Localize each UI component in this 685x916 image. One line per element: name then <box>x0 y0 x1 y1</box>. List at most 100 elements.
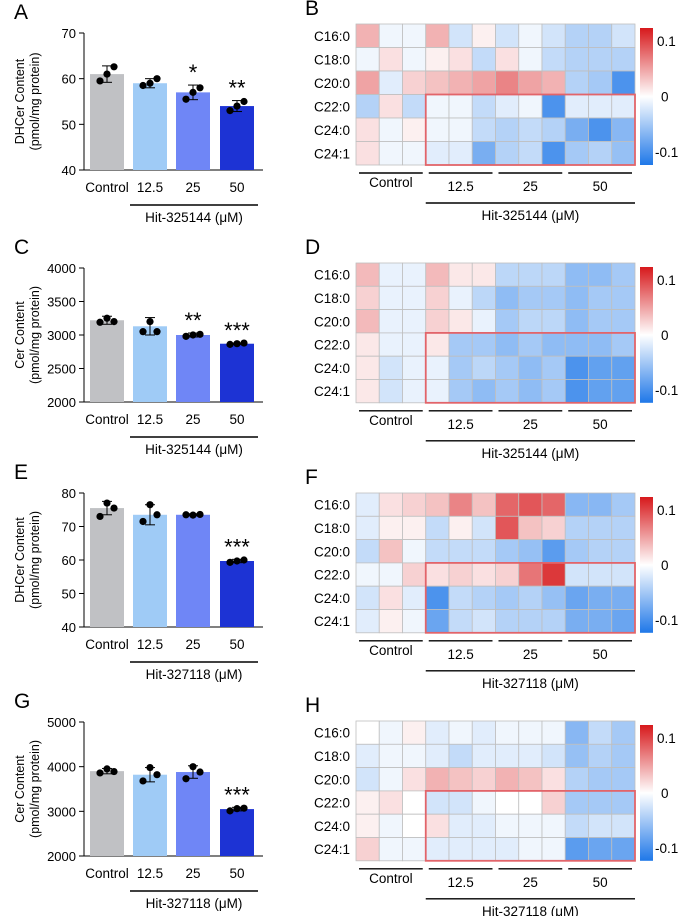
heat-cell <box>564 117 589 142</box>
heat-group-label: 25 <box>523 179 538 194</box>
heat-cell <box>518 285 543 310</box>
heat-cell <box>588 539 613 564</box>
heat-cell <box>402 562 427 587</box>
color-scale-label: 0.1 <box>657 731 676 746</box>
heat-cell <box>355 743 380 768</box>
heat-cell <box>448 23 473 48</box>
heat-cell <box>402 355 427 380</box>
heat-cell <box>378 141 403 166</box>
heat-cell <box>448 743 473 768</box>
heat-cell <box>541 813 566 838</box>
heat-cell <box>518 813 543 838</box>
heat-cell <box>495 379 520 404</box>
heat-cell <box>495 515 520 540</box>
heat-cell <box>518 332 543 357</box>
heat-cell <box>378 117 403 142</box>
heat-cell <box>471 47 496 72</box>
heat-cell <box>588 813 613 838</box>
color-scale-label: -0.1 <box>655 841 678 856</box>
y-axis-label: Cer Content <box>13 755 27 823</box>
y-tick-label: 2000 <box>47 395 76 410</box>
heat-cell <box>448 720 473 745</box>
x-axis-label: Hit-327118 (μM) <box>482 676 579 691</box>
heat-cell <box>541 141 566 166</box>
heat-cell <box>564 309 589 334</box>
heat-cell <box>402 23 427 48</box>
data-point <box>233 340 241 348</box>
heat-cell <box>448 539 473 564</box>
heat-cell <box>471 285 496 310</box>
data-point <box>226 807 234 815</box>
heat-cell <box>541 539 566 564</box>
bar <box>220 809 254 856</box>
data-point <box>103 499 111 507</box>
heat-cell <box>425 813 450 838</box>
x-tick-label: Control <box>85 180 129 195</box>
bar <box>220 561 254 627</box>
heat-cell <box>471 515 496 540</box>
color-scale-label: 0 <box>661 786 669 801</box>
heat-cell <box>425 285 450 310</box>
data-point <box>233 805 241 813</box>
data-point <box>153 75 161 83</box>
data-point <box>240 97 248 106</box>
heat-row-label: C18:0 <box>314 749 350 764</box>
panel-letter-e: E <box>14 461 28 484</box>
panel-letter-h: H <box>305 694 320 717</box>
y-tick-label: 40 <box>62 620 76 635</box>
heat-cell <box>378 767 403 792</box>
heat-cell <box>402 117 427 142</box>
data-point <box>182 95 190 103</box>
heat-cell <box>355 609 380 634</box>
data-point <box>189 331 197 339</box>
heat-cell <box>495 47 520 72</box>
heat-cell <box>471 355 496 380</box>
heat-cell <box>425 309 450 334</box>
data-point <box>146 501 154 509</box>
heat-row-label: C20:0 <box>314 76 350 91</box>
y-axis-label: (pmol/mg protein) <box>28 286 42 384</box>
heat-cell <box>495 492 520 517</box>
heat-cell <box>378 720 403 745</box>
heat-cell <box>448 837 473 862</box>
heat-cell <box>355 720 380 745</box>
data-point <box>139 777 147 785</box>
data-point <box>240 339 248 347</box>
color-scale-bar <box>640 497 653 633</box>
color-scale-label: 0.1 <box>657 503 676 518</box>
heat-row-label: C20:0 <box>314 314 350 329</box>
heat-cell <box>518 23 543 48</box>
y-tick-label: 5000 <box>47 715 76 730</box>
heat-cell <box>378 47 403 72</box>
heat-cell <box>611 743 636 768</box>
heat-row-label: C24:0 <box>314 591 350 606</box>
data-point <box>240 804 248 812</box>
heat-cell <box>425 790 450 815</box>
bar <box>176 514 210 627</box>
bar <box>220 106 254 170</box>
heat-cell <box>611 117 636 142</box>
heat-cell <box>355 492 380 517</box>
data-point <box>240 556 248 564</box>
heat-cell <box>564 379 589 404</box>
x-tick-label: 50 <box>229 637 244 652</box>
heat-row-label: C24:0 <box>314 123 350 138</box>
heat-cell <box>402 743 427 768</box>
heat-cell <box>518 743 543 768</box>
heat-cell <box>471 743 496 768</box>
heat-cell <box>495 94 520 119</box>
x-tick-label: 50 <box>229 866 244 881</box>
heat-cell <box>471 332 496 357</box>
heat-cell <box>425 379 450 404</box>
x-tick-label: Control <box>85 637 129 652</box>
heat-cell <box>564 70 589 95</box>
heat-row-label: C18:0 <box>314 521 350 536</box>
heat-cell <box>564 262 589 287</box>
x-axis-label: Hit-327118 (μM) <box>146 667 243 682</box>
highlight-box <box>424 562 636 634</box>
heat-cell <box>564 743 589 768</box>
heat-cell <box>448 515 473 540</box>
data-point <box>103 70 111 78</box>
data-point <box>153 328 161 336</box>
heat-cell <box>355 585 380 610</box>
